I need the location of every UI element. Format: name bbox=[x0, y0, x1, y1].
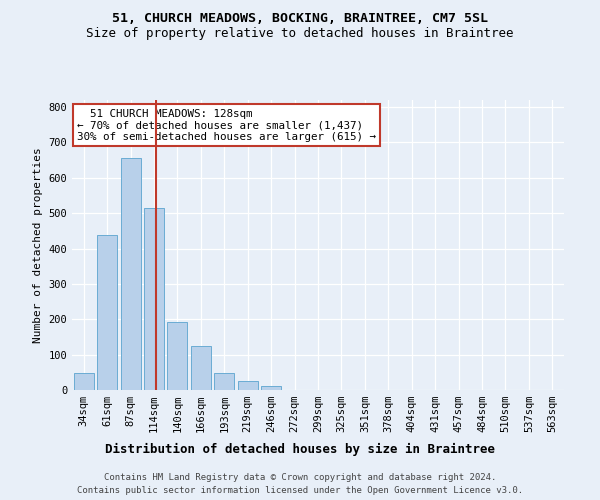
Bar bbox=[74, 373, 94, 390]
Bar bbox=[144, 208, 164, 390]
Bar bbox=[214, 373, 234, 390]
Bar bbox=[261, 386, 281, 390]
Text: Distribution of detached houses by size in Braintree: Distribution of detached houses by size … bbox=[105, 442, 495, 456]
Text: 51 CHURCH MEADOWS: 128sqm
← 70% of detached houses are smaller (1,437)
30% of se: 51 CHURCH MEADOWS: 128sqm ← 70% of detac… bbox=[77, 108, 376, 142]
Text: 51, CHURCH MEADOWS, BOCKING, BRAINTREE, CM7 5SL: 51, CHURCH MEADOWS, BOCKING, BRAINTREE, … bbox=[112, 12, 488, 26]
Bar bbox=[167, 322, 187, 390]
Text: Size of property relative to detached houses in Braintree: Size of property relative to detached ho… bbox=[86, 28, 514, 40]
Bar bbox=[191, 346, 211, 390]
Text: Contains public sector information licensed under the Open Government Licence v3: Contains public sector information licen… bbox=[77, 486, 523, 495]
Y-axis label: Number of detached properties: Number of detached properties bbox=[33, 147, 43, 343]
Text: Contains HM Land Registry data © Crown copyright and database right 2024.: Contains HM Land Registry data © Crown c… bbox=[104, 472, 496, 482]
Bar bbox=[97, 236, 117, 390]
Bar bbox=[121, 158, 140, 390]
Bar bbox=[238, 381, 257, 390]
